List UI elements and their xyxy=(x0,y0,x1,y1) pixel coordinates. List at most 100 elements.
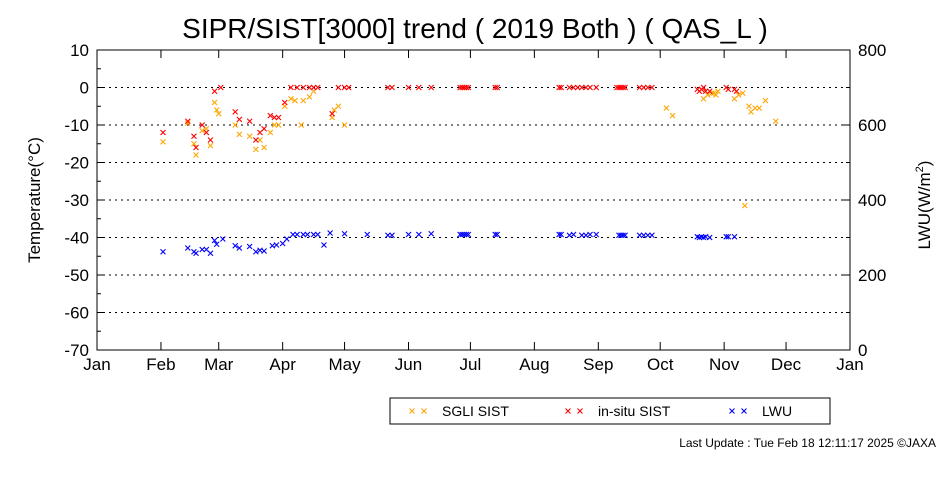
data-point xyxy=(193,152,199,158)
data-point xyxy=(663,105,670,112)
data-point xyxy=(463,84,470,91)
data-point xyxy=(706,88,713,95)
data-point xyxy=(288,95,294,102)
data-point xyxy=(267,129,274,136)
data-point xyxy=(232,242,239,249)
data-point xyxy=(345,84,352,91)
data-point xyxy=(283,236,290,242)
legend-marker xyxy=(565,408,571,414)
data-point xyxy=(335,103,342,110)
legend-label: in-situ SIST xyxy=(598,403,671,419)
legend: SGLI SIST in-situ SIST LWU xyxy=(389,397,831,425)
legend-label: SGLI SIST xyxy=(442,403,509,419)
data-point xyxy=(570,84,577,91)
data-point xyxy=(211,237,218,244)
legend-marker xyxy=(577,408,583,414)
data-point xyxy=(762,97,769,104)
data-point xyxy=(644,232,651,239)
last-update-text: Last Update : Tue Feb 18 12:11:17 2025 ©… xyxy=(679,436,936,450)
data-point xyxy=(300,97,307,104)
data-point xyxy=(428,84,435,91)
data-point xyxy=(556,84,563,91)
y-tick-label: -20 xyxy=(64,154,89,173)
legend-marker xyxy=(421,408,427,414)
data-point xyxy=(713,92,719,98)
data-point xyxy=(271,122,278,128)
data-point xyxy=(288,84,294,91)
data-point xyxy=(252,137,259,143)
data-point xyxy=(191,133,197,140)
data-point xyxy=(300,84,307,91)
data-point xyxy=(389,232,395,239)
data-point xyxy=(321,242,327,248)
data-point xyxy=(415,84,422,91)
legend-item: LWU xyxy=(729,403,792,419)
data-point xyxy=(275,114,282,121)
data-point xyxy=(261,248,267,254)
x-tick-label: Jan xyxy=(83,355,110,374)
data-point xyxy=(405,84,412,91)
data-point xyxy=(644,84,651,91)
y2-tick-label: 0 xyxy=(858,341,867,360)
data-point xyxy=(616,232,622,239)
y-tick-label: 0 xyxy=(80,79,89,98)
data-point xyxy=(207,142,214,149)
data-point xyxy=(457,231,463,238)
chart-title: SIPR/SIST[3000] trend ( 2019 Both ) ( QA… xyxy=(182,13,768,44)
data-point xyxy=(236,116,243,123)
axis-ticks: 100-10-20-30-40-50-60-708006004002000Jan… xyxy=(64,41,886,374)
y2-tick-label: 800 xyxy=(858,41,886,60)
data-point xyxy=(405,231,412,238)
data-point xyxy=(236,131,243,138)
data-point xyxy=(211,88,218,95)
data-point xyxy=(327,230,334,236)
data-point xyxy=(203,129,210,136)
data-point xyxy=(574,84,581,91)
data-point xyxy=(613,84,620,91)
data-point xyxy=(211,99,218,106)
data-point xyxy=(310,84,317,91)
data-point xyxy=(733,88,740,95)
data-point xyxy=(465,231,472,238)
data-point xyxy=(731,233,738,240)
data-point xyxy=(275,122,282,128)
data-point xyxy=(558,231,565,238)
y2-axis-label-sup: 2 xyxy=(914,166,926,172)
data-point xyxy=(640,232,647,239)
y-tick-label: -10 xyxy=(64,116,89,135)
data-point xyxy=(463,231,470,238)
data-point xyxy=(640,84,647,91)
x-tick-label: Feb xyxy=(146,355,175,374)
data-point xyxy=(341,230,348,237)
data-point xyxy=(257,137,263,143)
data-point xyxy=(593,231,600,238)
legend-item: in-situ SIST xyxy=(565,403,671,419)
data-point xyxy=(618,232,624,239)
data-point xyxy=(735,92,742,98)
data-point xyxy=(578,84,585,91)
data-point xyxy=(700,84,707,91)
data-point xyxy=(160,248,166,255)
data-point xyxy=(415,231,422,238)
data-point xyxy=(746,103,752,110)
legend-marker xyxy=(729,408,735,414)
data-point xyxy=(207,137,214,143)
data-point xyxy=(304,231,311,238)
data-point xyxy=(341,122,348,128)
data-point xyxy=(261,125,267,132)
data-point xyxy=(236,245,243,251)
data-point xyxy=(587,84,593,91)
data-point xyxy=(199,127,206,134)
data-point xyxy=(752,105,758,112)
y2-tick-label: 600 xyxy=(858,116,886,135)
data-point xyxy=(618,84,624,91)
data-point xyxy=(649,84,655,91)
data-point xyxy=(772,118,779,125)
data-point xyxy=(246,133,253,140)
data-point xyxy=(566,84,573,91)
data-point xyxy=(706,234,713,241)
data-point xyxy=(199,122,206,128)
data-point xyxy=(459,231,466,238)
data-point xyxy=(160,129,166,136)
